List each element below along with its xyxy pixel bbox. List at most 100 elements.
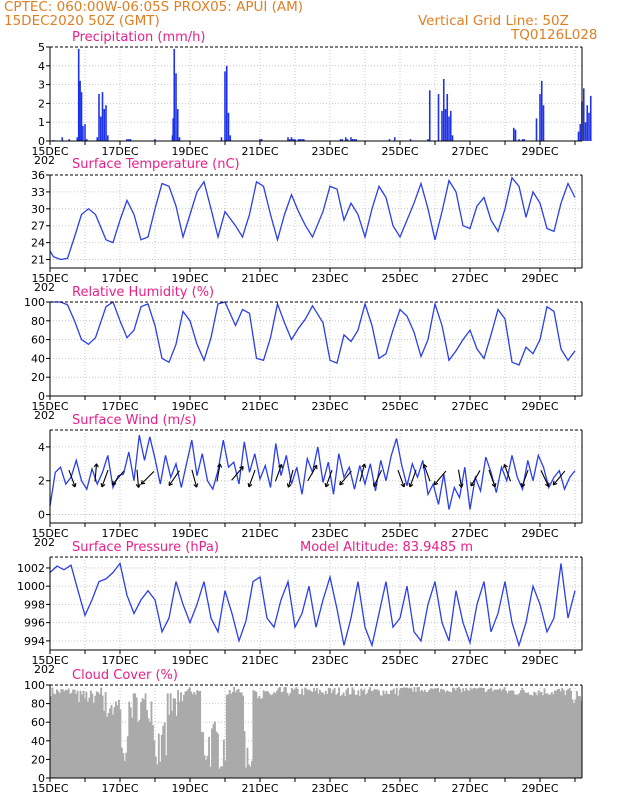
- cloud-bar: [324, 690, 327, 778]
- precip-bar: [446, 94, 449, 141]
- x-tick-label: 21DEC: [241, 527, 278, 540]
- cloud-bar: [462, 688, 465, 778]
- cloud-bar: [413, 687, 416, 778]
- cloud-bar: [370, 691, 373, 778]
- y-tick-label: 40: [31, 735, 45, 748]
- cloud-bar: [132, 693, 135, 778]
- cloud-bar: [446, 690, 448, 778]
- cloud-bar: [206, 755, 209, 778]
- y-tick-label: 2: [38, 97, 45, 110]
- cloud-bar: [89, 690, 92, 778]
- precip-bar: [584, 122, 587, 141]
- cloud-bar: [481, 687, 484, 778]
- cloud-bar: [122, 753, 125, 778]
- cloud-bar: [323, 694, 326, 778]
- cloud-bar: [527, 692, 530, 778]
- cloud-bar: [474, 688, 476, 778]
- cloud-bar: [543, 688, 546, 778]
- cloud-bar: [301, 688, 304, 778]
- cloud-bar: [468, 691, 471, 778]
- cloud-bar: [83, 698, 86, 778]
- y-tick-label: 3: [38, 79, 45, 92]
- precip-bar: [448, 116, 450, 141]
- x-tick-label: 25DEC: [381, 527, 418, 540]
- cloud-bar: [120, 747, 123, 778]
- cloud-bar: [239, 692, 242, 778]
- cloud-bar: [549, 694, 552, 778]
- precip-bar: [427, 139, 429, 141]
- cloud-bar: [419, 691, 422, 778]
- cloud-bar: [449, 691, 451, 778]
- wind-vector: [111, 470, 125, 486]
- x-tick-label: 19DEC: [171, 527, 208, 540]
- cloud-bar: [66, 690, 69, 778]
- cloud-bar: [511, 690, 513, 778]
- cloud-bar: [407, 688, 410, 778]
- panel-5: [46, 556, 583, 654]
- cloud-bar: [376, 689, 379, 778]
- y-tick-label: 0: [38, 390, 45, 403]
- cloud-bar: [208, 736, 210, 778]
- cloud-bar: [191, 694, 194, 778]
- precip-bar: [393, 137, 396, 141]
- cloud-bar: [514, 694, 516, 778]
- x-tick-label: 19DEC: [171, 400, 208, 413]
- x-tick-label: 29DEC: [521, 272, 558, 285]
- cloud-bar: [171, 710, 174, 778]
- cloud-bar: [460, 692, 463, 778]
- cloud-bar: [480, 687, 482, 778]
- cloud-bar: [264, 691, 267, 778]
- cloud-bar: [524, 692, 527, 778]
- precip-bar: [539, 94, 541, 141]
- cloud-bar: [101, 695, 104, 778]
- precip-bar: [84, 124, 86, 141]
- cloud-bar: [143, 699, 145, 778]
- cloud-bar: [400, 688, 403, 778]
- precip-bar: [172, 118, 174, 141]
- wind-vector: [457, 469, 463, 488]
- x-tick-label: 29DEC: [521, 527, 558, 540]
- cloud-bar: [338, 687, 341, 778]
- x-tick-label: 19DEC: [171, 654, 208, 667]
- cloud-bar: [336, 693, 339, 778]
- precip-bar: [521, 139, 524, 141]
- cloud-bar: [579, 696, 581, 778]
- cloud-bar: [394, 693, 397, 778]
- precip-bar: [292, 139, 295, 141]
- wind-vector: [248, 469, 256, 488]
- x-tick-label: 27DEC: [451, 145, 488, 158]
- cloud-bar: [293, 689, 296, 778]
- cloud-bar: [234, 692, 237, 778]
- x-tick-label: 23DEC: [311, 782, 348, 795]
- wind-vector-head: [491, 482, 497, 488]
- cloud-bar: [237, 688, 240, 778]
- wind-vector: [287, 469, 294, 488]
- cloud-bar: [54, 694, 57, 778]
- panel-title: Surface Wind (m/s): [72, 413, 196, 428]
- cloud-bar: [131, 717, 134, 778]
- cloud-bar: [88, 697, 91, 778]
- wind-vector-head: [422, 463, 428, 469]
- cloud-bar: [314, 690, 317, 778]
- cloud-bar: [493, 689, 496, 778]
- cloud-bar: [126, 736, 129, 778]
- cloud-bar: [494, 689, 497, 778]
- cloud-bar: [78, 701, 80, 778]
- cloud-bar: [268, 693, 271, 778]
- cloud-bar: [233, 686, 236, 778]
- cloud-bar: [61, 689, 64, 778]
- cloud-bar: [558, 688, 561, 778]
- precip-bar: [409, 139, 412, 141]
- wind-vector: [409, 469, 417, 488]
- precip-bar: [82, 125, 84, 141]
- cloud-bar: [440, 688, 443, 778]
- cloud-bar: [296, 688, 299, 778]
- cloud-bar: [286, 692, 289, 778]
- cloud-bar: [443, 689, 445, 778]
- cloud-bar: [571, 699, 574, 778]
- cloud-bar: [150, 701, 153, 778]
- x-tick-label: 21DEC: [241, 782, 278, 795]
- cloud-bar: [249, 766, 252, 778]
- cloud-bar: [552, 694, 555, 778]
- cloud-bar: [69, 693, 72, 778]
